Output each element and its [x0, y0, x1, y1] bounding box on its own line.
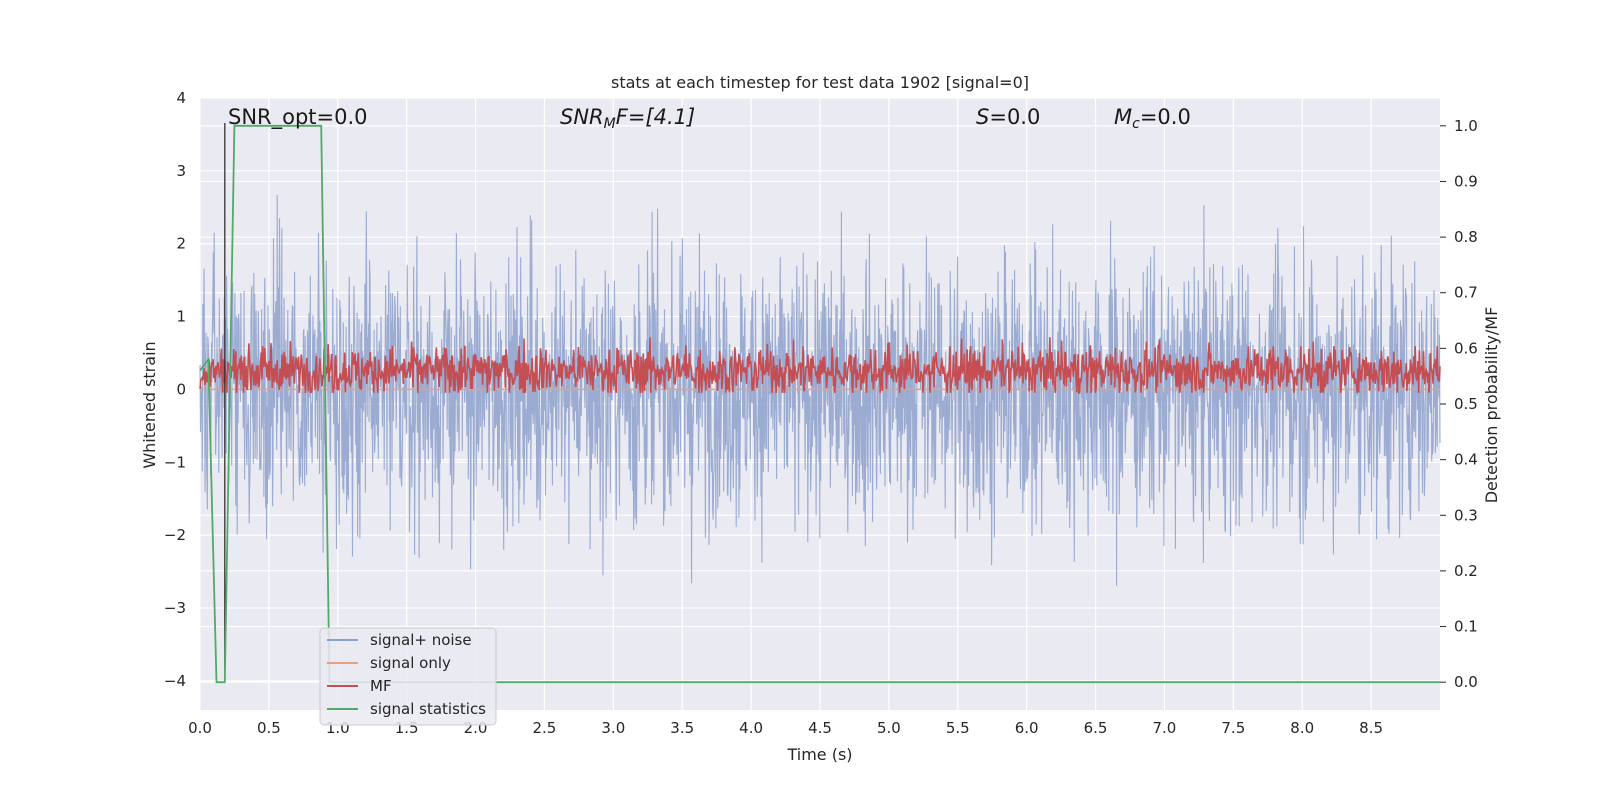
chart-title: stats at each timestep for test data 190…	[611, 73, 1029, 92]
x-tick-label: 8.5	[1359, 719, 1383, 737]
y2-tick-label: 0.4	[1454, 451, 1478, 469]
snr-mf-sub: M	[604, 116, 616, 132]
y-tick-label: −1	[164, 453, 186, 471]
y-tick-label: 3	[176, 162, 186, 180]
x-tick-label: 0.0	[188, 719, 212, 737]
y2-tick-label: 0.0	[1454, 673, 1478, 691]
signal-noise-line	[199, 194, 1441, 586]
y2-tick-label: 0.6	[1454, 339, 1478, 357]
y2-tick-label: 1.0	[1454, 117, 1478, 135]
x-tick-label: 2.5	[533, 719, 557, 737]
snr-opt-annotation: SNR_opt=0.0	[228, 105, 368, 130]
snr-mf-main: SNR	[560, 105, 604, 129]
mc-sub: c	[1132, 116, 1140, 132]
y2-tick-label: 0.8	[1454, 228, 1478, 246]
x-tick-label: 5.5	[946, 719, 970, 737]
y-tick-label: −3	[164, 599, 186, 617]
y2-tick-label: 0.5	[1454, 395, 1478, 413]
mc-annotation: Mc=0.0	[1114, 105, 1191, 132]
mc-main: M	[1114, 105, 1132, 129]
y-tick-label: −4	[164, 672, 186, 690]
x-axis-label: Time (s)	[786, 745, 852, 764]
legend-label-signal-noise: signal+ noise	[370, 631, 472, 649]
legend-box	[319, 627, 497, 726]
x-tick-label: 6.0	[1015, 719, 1039, 737]
mf-series	[199, 337, 1441, 394]
y2-axis-label: Detection probability/MF	[1482, 307, 1501, 504]
y-tick-label: 4	[176, 89, 186, 107]
y-axis-label: Whitened strain	[140, 341, 159, 468]
y-tick-label: 1	[176, 308, 186, 326]
s-main: S	[976, 105, 989, 129]
legend-label-signal-only: signal only	[370, 654, 451, 672]
mf-line	[199, 337, 1441, 394]
s-annotation: S=0.0	[976, 105, 1040, 129]
ticks: 0.0 0.5 1.0 1.5 2.0 2.5 3.0 3.5 4.0 4.5 5.0 5.5 6.0 6…	[164, 89, 1478, 737]
legend: signal+ noise signal only MF signal stat…	[319, 627, 497, 726]
x-tick-label: 8.0	[1290, 719, 1314, 737]
y-tick-label: 2	[176, 235, 186, 253]
x-tick-label: 3.0	[601, 719, 625, 737]
x-tick-label: 5.0	[877, 719, 901, 737]
signal-noise-series	[199, 194, 1441, 586]
x-tick-label: 7.5	[1221, 719, 1245, 737]
snr-mf-rest: F=[4.1]	[616, 105, 695, 129]
x-tick-label: 7.0	[1153, 719, 1177, 737]
mc-rest: =0.0	[1140, 105, 1191, 129]
snr-mf-annotation: SNRMF=[4.1]	[560, 105, 695, 132]
y2-tick-label: 0.9	[1454, 172, 1478, 190]
x-tick-label: 0.5	[257, 719, 281, 737]
y2-tick-label: 0.3	[1454, 506, 1478, 524]
y2-tick-label: 0.2	[1454, 562, 1478, 580]
s-rest: =0.0	[989, 105, 1040, 129]
x-tick-label: 4.0	[739, 719, 763, 737]
y-tick-label: 0	[176, 380, 186, 398]
y2-tick-label: 0.1	[1454, 618, 1478, 636]
x-tick-label: 3.5	[670, 719, 694, 737]
x-tick-label: 6.5	[1084, 719, 1108, 737]
y-tick-label: −2	[164, 526, 186, 544]
legend-label-signal-statistics: signal statistics	[370, 700, 486, 718]
legend-label-mf: MF	[370, 677, 392, 695]
x-tick-label: 4.5	[808, 719, 832, 737]
y2-tick-label: 0.7	[1454, 284, 1478, 302]
